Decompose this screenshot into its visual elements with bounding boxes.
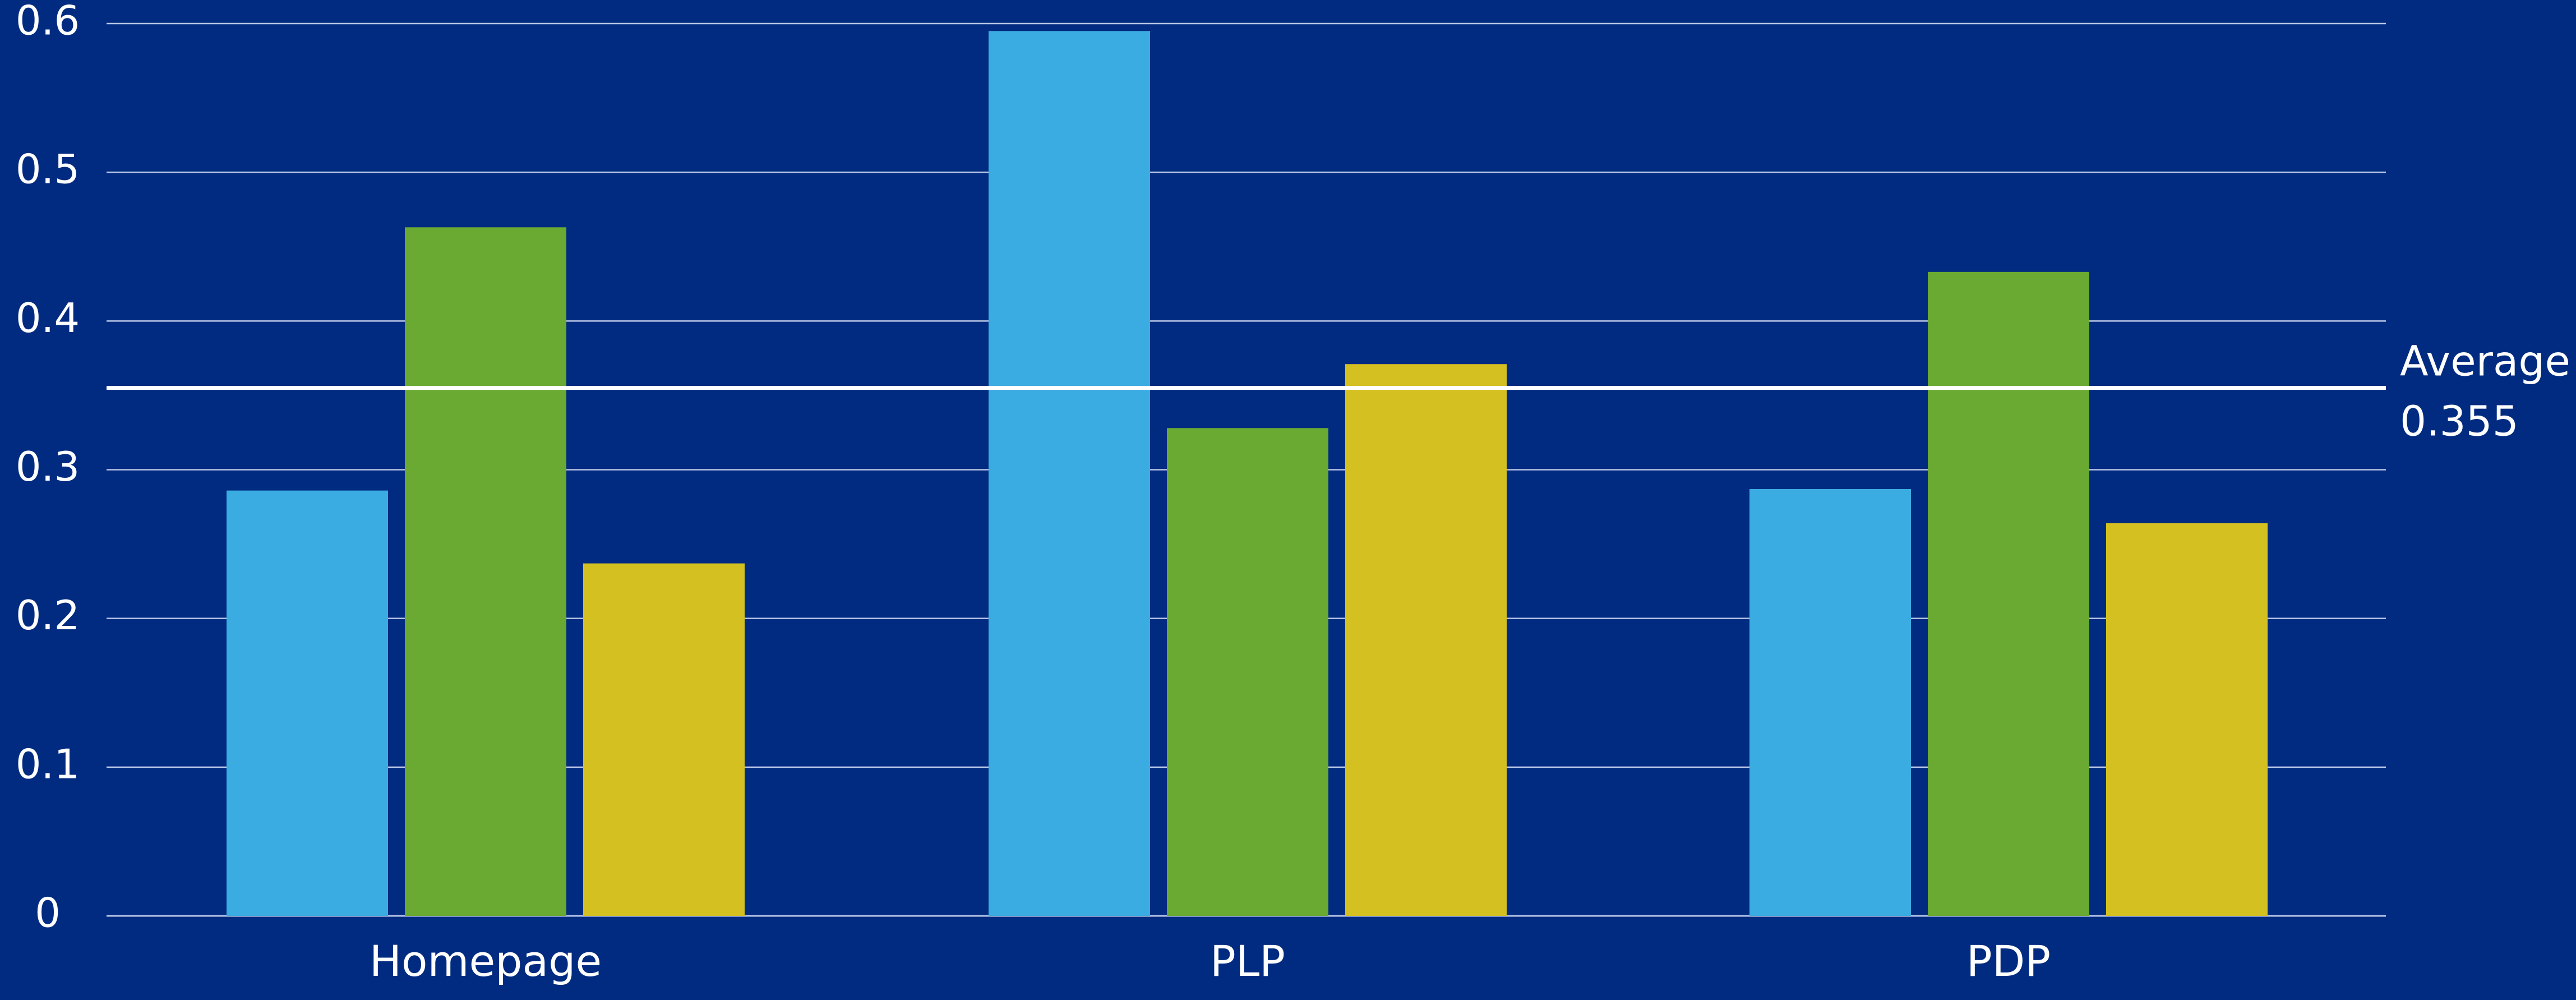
bar xyxy=(1345,364,1507,916)
y-tick-label: 0.2 xyxy=(16,592,80,639)
average-label: Average xyxy=(2400,338,2570,386)
bar xyxy=(583,563,745,916)
x-tick-label: Homepage xyxy=(370,936,602,986)
bar xyxy=(405,227,566,916)
y-tick-label: 0.4 xyxy=(16,294,80,342)
average-reference: Average 0.355 xyxy=(107,338,2570,446)
y-tick-label: 0 xyxy=(35,890,61,937)
x-tick-label: PLP xyxy=(1210,936,1285,986)
bar xyxy=(227,490,388,916)
y-axis: 0 0.1 0.2 0.3 0.4 0.5 0.6 xyxy=(16,0,80,937)
bars xyxy=(227,31,2268,916)
average-value: 0.355 xyxy=(2400,398,2519,446)
bar xyxy=(1749,489,1911,916)
bar xyxy=(989,31,1150,916)
bar xyxy=(2106,523,2268,916)
y-tick-label: 0.6 xyxy=(16,0,80,44)
bar xyxy=(1167,428,1328,916)
x-tick-label: PDP xyxy=(1966,936,2051,986)
x-axis: Homepage PLP PDP xyxy=(370,936,2051,986)
bar xyxy=(1928,271,2089,916)
y-tick-label: 0.5 xyxy=(16,146,80,193)
y-tick-label: 0.3 xyxy=(16,443,80,490)
y-tick-label: 0.1 xyxy=(16,740,80,787)
